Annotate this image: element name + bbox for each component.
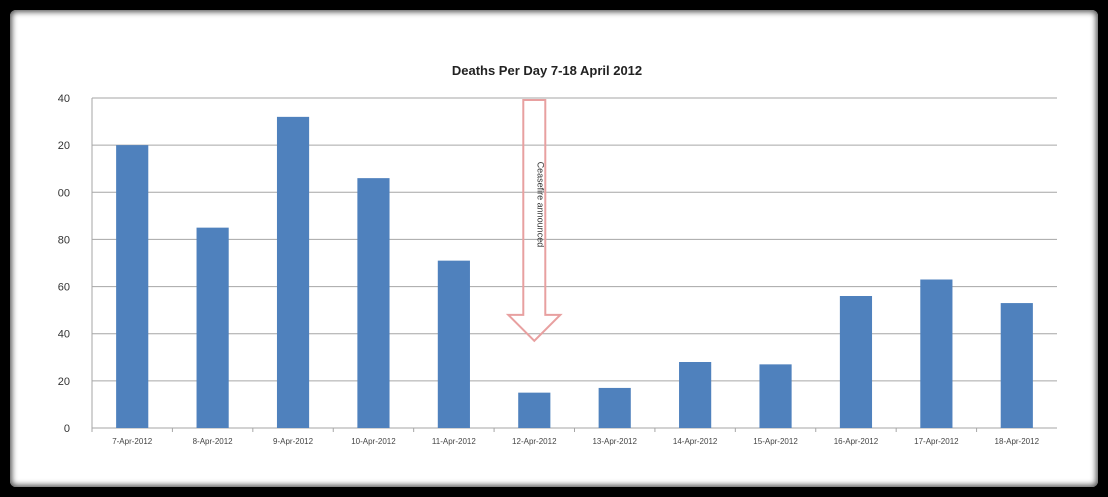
bar xyxy=(276,116,310,428)
y-tick-label: 80 xyxy=(58,234,70,246)
y-tick-label: 20 xyxy=(58,376,70,388)
y-tick-label: 00 xyxy=(58,187,70,199)
x-tick-label: 17-Apr-2012 xyxy=(914,437,959,446)
x-tick-label: 14-Apr-2012 xyxy=(673,437,718,446)
bars xyxy=(116,116,1033,428)
bar xyxy=(518,392,551,428)
x-tick-label: 13-Apr-2012 xyxy=(592,437,637,446)
x-tick-label: 11-Apr-2012 xyxy=(432,437,476,446)
bar xyxy=(679,362,712,428)
bar xyxy=(759,364,792,428)
annotation-label: Ceasefire announced xyxy=(535,162,545,248)
ceasefire-annotation: Ceasefire announced xyxy=(505,99,563,343)
y-tick-label: 20 xyxy=(58,140,70,152)
chart-title: Deaths Per Day 7-18 April 2012 xyxy=(452,63,642,78)
y-tick-label: 40 xyxy=(58,329,70,341)
bar xyxy=(839,296,873,428)
x-axis-ticks: 7-Apr-2012 8-Apr-2012 9-Apr-2012 10-Apr-201… xyxy=(91,428,1040,446)
x-tick-label: 9-Apr-2012 xyxy=(273,437,314,446)
x-tick-label: 8-Apr-2012 xyxy=(193,437,234,446)
y-tick-label: 0 xyxy=(64,423,70,435)
down-arrow-icon xyxy=(505,99,563,343)
x-tick-label: 18-Apr-2012 xyxy=(995,437,1040,446)
x-tick-label: 12-Apr-2012 xyxy=(512,437,557,446)
chart-frame xyxy=(10,10,1098,487)
bar xyxy=(598,387,631,428)
x-tick-label: 15-Apr-2012 xyxy=(753,437,798,446)
bar xyxy=(437,260,470,428)
gridlines xyxy=(91,97,1057,429)
bar xyxy=(116,145,149,428)
y-tick-label: 60 xyxy=(58,282,70,294)
bar xyxy=(920,279,953,428)
bar xyxy=(196,227,229,428)
y-axis-ticks: 0 20 40 60 80 00 20 40 xyxy=(58,93,70,435)
bar xyxy=(1000,303,1033,428)
y-tick-label: 40 xyxy=(58,93,70,105)
bar xyxy=(357,178,390,428)
x-tick-label: 7-Apr-2012 xyxy=(112,437,153,446)
x-tick-label: 10-Apr-2012 xyxy=(351,437,396,446)
x-tick-label: 16-Apr-2012 xyxy=(834,437,879,446)
